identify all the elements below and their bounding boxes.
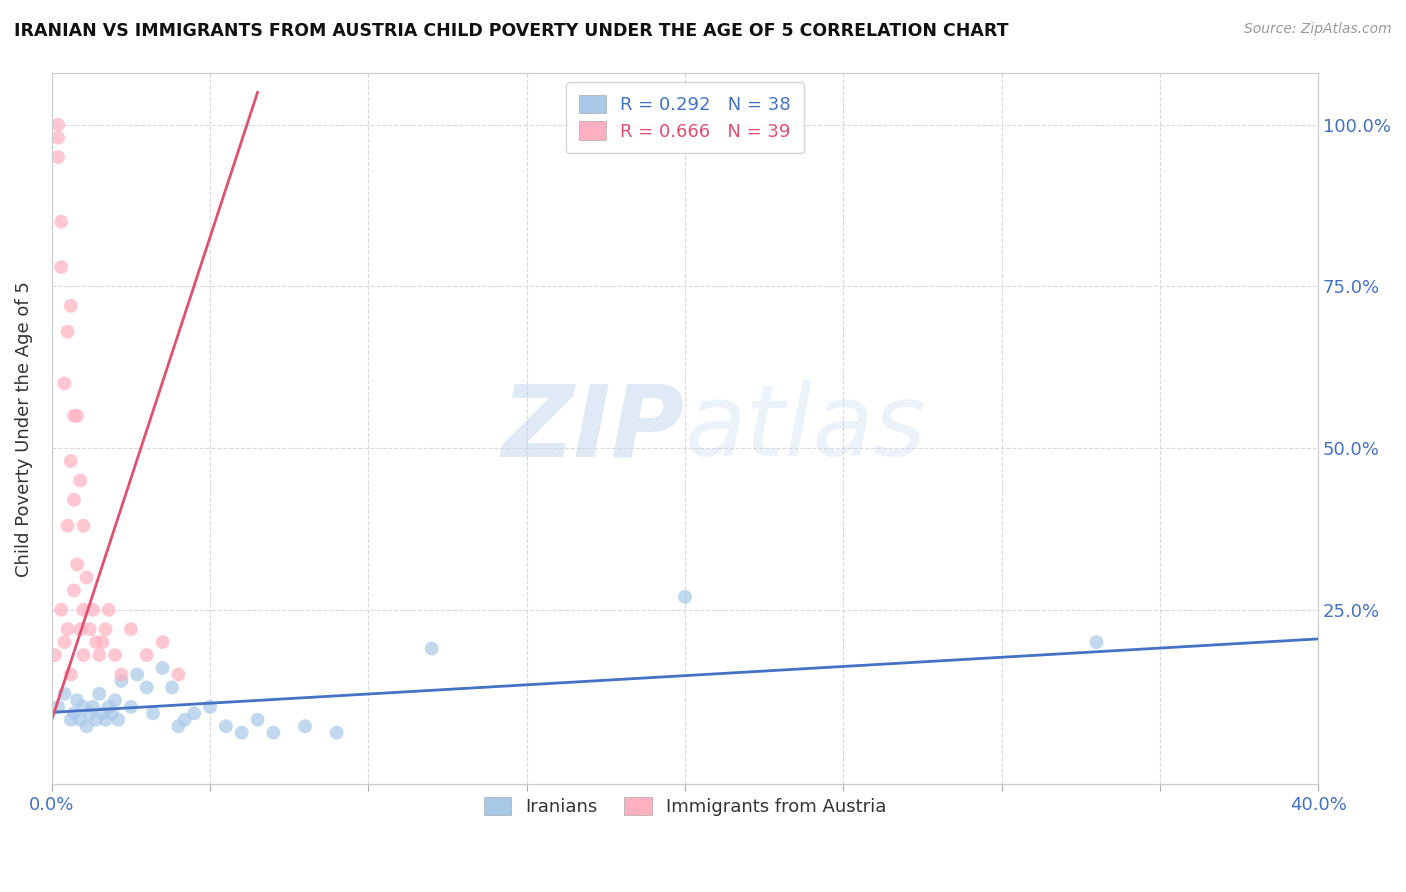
Point xyxy=(104,648,127,662)
Point xyxy=(51,215,73,229)
Point xyxy=(69,622,91,636)
Point xyxy=(91,706,114,721)
Point xyxy=(46,150,69,164)
Point xyxy=(135,648,157,662)
Point xyxy=(82,603,104,617)
Point xyxy=(72,648,94,662)
Point xyxy=(231,725,253,739)
Point xyxy=(198,699,221,714)
Point xyxy=(79,706,101,721)
Point xyxy=(72,603,94,617)
Point xyxy=(59,454,82,468)
Point xyxy=(66,409,89,423)
Point xyxy=(53,376,76,391)
Point xyxy=(44,648,66,662)
Point xyxy=(51,603,73,617)
Point xyxy=(104,693,127,707)
Point xyxy=(69,474,91,488)
Point xyxy=(79,622,101,636)
Point xyxy=(89,687,111,701)
Point xyxy=(46,118,69,132)
Point xyxy=(89,648,111,662)
Point xyxy=(110,673,132,688)
Point xyxy=(107,713,129,727)
Y-axis label: Child Poverty Under the Age of 5: Child Poverty Under the Age of 5 xyxy=(15,281,32,576)
Text: ZIP: ZIP xyxy=(502,380,685,477)
Point xyxy=(120,699,142,714)
Point xyxy=(56,622,79,636)
Point xyxy=(94,713,117,727)
Point xyxy=(215,719,238,733)
Point xyxy=(63,583,86,598)
Point xyxy=(120,622,142,636)
Point xyxy=(167,719,190,733)
Point xyxy=(69,713,91,727)
Point xyxy=(135,681,157,695)
Point xyxy=(56,325,79,339)
Point xyxy=(66,558,89,572)
Point xyxy=(1085,635,1108,649)
Point xyxy=(101,706,124,721)
Point xyxy=(53,635,76,649)
Point xyxy=(46,130,69,145)
Point xyxy=(76,719,98,733)
Point xyxy=(63,409,86,423)
Point xyxy=(173,713,195,727)
Point xyxy=(51,260,73,274)
Point xyxy=(84,635,107,649)
Point xyxy=(56,518,79,533)
Text: atlas: atlas xyxy=(685,380,927,477)
Point xyxy=(59,299,82,313)
Point xyxy=(91,635,114,649)
Point xyxy=(673,590,696,604)
Point xyxy=(110,667,132,681)
Point xyxy=(183,706,205,721)
Point xyxy=(294,719,316,733)
Point xyxy=(160,681,183,695)
Point xyxy=(246,713,269,727)
Point xyxy=(325,725,347,739)
Point xyxy=(82,699,104,714)
Point xyxy=(127,667,149,681)
Point xyxy=(72,699,94,714)
Text: IRANIAN VS IMMIGRANTS FROM AUSTRIA CHILD POVERTY UNDER THE AGE OF 5 CORRELATION : IRANIAN VS IMMIGRANTS FROM AUSTRIA CHILD… xyxy=(14,22,1008,40)
Point xyxy=(142,706,165,721)
Point xyxy=(59,713,82,727)
Point xyxy=(63,492,86,507)
Point xyxy=(262,725,284,739)
Point xyxy=(84,713,107,727)
Point xyxy=(97,603,120,617)
Point xyxy=(152,661,174,675)
Text: Source: ZipAtlas.com: Source: ZipAtlas.com xyxy=(1244,22,1392,37)
Point xyxy=(63,706,86,721)
Point xyxy=(94,622,117,636)
Point xyxy=(167,667,190,681)
Point xyxy=(76,570,98,584)
Point xyxy=(97,699,120,714)
Point xyxy=(66,693,89,707)
Point xyxy=(72,518,94,533)
Point xyxy=(420,641,443,656)
Point xyxy=(59,667,82,681)
Point xyxy=(53,687,76,701)
Point xyxy=(46,699,69,714)
Legend: Iranians, Immigrants from Austria: Iranians, Immigrants from Austria xyxy=(475,788,896,825)
Point xyxy=(152,635,174,649)
